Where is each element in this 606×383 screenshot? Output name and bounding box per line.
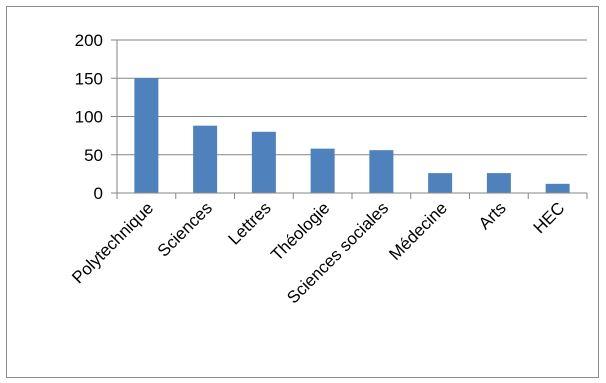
gridlines xyxy=(117,39,587,156)
y-tick-label: 0 xyxy=(94,184,103,203)
y-tick-label: 100 xyxy=(75,108,103,127)
bar xyxy=(134,78,159,193)
bar xyxy=(545,183,570,193)
bars xyxy=(134,78,570,193)
x-category-label: Sciences xyxy=(154,198,216,260)
bar xyxy=(251,131,276,193)
x-category-label: Polytechnique xyxy=(68,198,157,287)
bar xyxy=(310,148,335,193)
chart-area: 0 50 100 150 200 Polytechnique Sciences Lettre… xyxy=(6,6,599,378)
bar xyxy=(369,150,394,193)
axes xyxy=(111,39,588,199)
x-category-label: Arts xyxy=(475,198,510,233)
x-category-label: HEC xyxy=(530,198,569,237)
bar xyxy=(193,125,218,193)
y-tick-label: 150 xyxy=(75,69,103,88)
bar xyxy=(486,173,511,193)
y-tick-label: 50 xyxy=(84,146,103,165)
x-category-label: Sciences sociales xyxy=(283,198,392,307)
x-category-label: Médecine xyxy=(385,198,451,264)
x-category-label: Lettres xyxy=(225,198,275,248)
y-tick-label: 200 xyxy=(75,31,103,50)
y-tick-labels: 0 50 100 150 200 xyxy=(75,31,103,203)
bar xyxy=(428,173,453,193)
